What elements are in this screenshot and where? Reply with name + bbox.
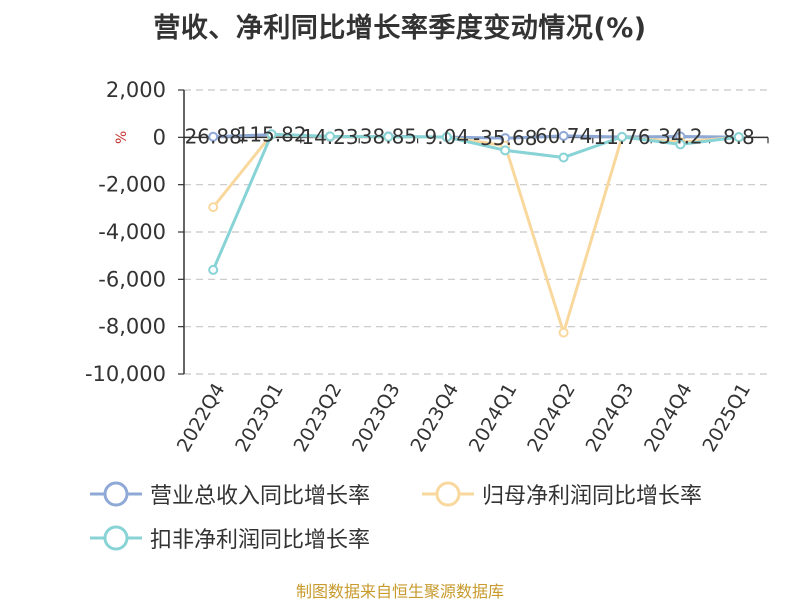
data-point <box>266 129 277 140</box>
data-point <box>383 131 394 142</box>
legend-marker-revenue <box>90 481 142 507</box>
data-label: 8.8 <box>723 125 755 149</box>
legend-item-net-profit[interactable]: 归母净利润同比增长率 <box>422 478 702 510</box>
grid-lines <box>184 89 768 375</box>
data-point <box>617 131 627 142</box>
x-tick-label: 2023Q2 <box>290 380 347 456</box>
y-tick-label: 2,000 <box>106 78 166 102</box>
y-tick-label: -8,000 <box>98 315 166 339</box>
data-label: 26.88 <box>185 125 242 149</box>
x-tick-label: 2023Q3 <box>348 380 405 456</box>
x-tick-label: 2024Q4 <box>640 380 697 456</box>
legend-circle-net-profit <box>435 481 461 507</box>
x-tick-label: 2022Q4 <box>173 380 230 456</box>
data-point <box>208 131 219 142</box>
data-label: 38.85 <box>360 124 417 148</box>
series-line-2 <box>211 132 739 271</box>
data-point <box>325 131 335 142</box>
y-tick-label: 0 <box>153 125 166 149</box>
data-label: 14.23 <box>301 125 358 149</box>
legend-item-deducted-profit[interactable]: 扣非净利润同比增长率 <box>90 522 370 554</box>
x-tick-label: 2024Q1 <box>465 380 522 456</box>
data-point <box>558 327 569 338</box>
series-layer <box>208 129 744 338</box>
x-tick-label: 2023Q4 <box>406 380 463 456</box>
series-line-1 <box>212 132 739 335</box>
data-label: 9.04 <box>425 125 470 149</box>
y-tick-label: -4,000 <box>98 220 166 244</box>
data-point <box>441 131 452 142</box>
data-point <box>500 145 511 156</box>
data-label: 34.2 <box>658 125 703 149</box>
y-unit-label: % <box>114 131 130 144</box>
data-label: 11.76 <box>593 125 650 149</box>
data-label: 115.82 <box>237 123 307 147</box>
legend-marker-net-profit <box>422 481 474 507</box>
legend-label-deducted-profit: 扣非净利润同比增长率 <box>150 528 371 553</box>
chart-title: 营收、净利同比增长率季度变动情况(%) <box>153 13 647 44</box>
y-tick-label: -10,000 <box>85 362 166 386</box>
x-tick-label: 2025Q1 <box>698 380 755 456</box>
x-tick-label: 2023Q1 <box>231 380 288 456</box>
y-tick-label: -2,000 <box>98 173 166 197</box>
legend-circle-revenue <box>103 481 129 507</box>
data-point <box>675 139 686 150</box>
data-point <box>208 264 219 275</box>
data-point <box>558 152 569 163</box>
y-tick-label: -6,000 <box>98 267 166 291</box>
legend-label-net-profit: 归母净利润同比增长率 <box>482 484 703 509</box>
data-point <box>208 202 219 213</box>
legend-item-revenue[interactable]: 营业总收入同比增长率 <box>90 478 370 510</box>
data-source: 制图数据来自恒生聚源数据库 <box>295 582 504 601</box>
data-point <box>558 130 569 141</box>
legend-circle-deducted-profit <box>103 525 129 551</box>
data-label: 60.74 <box>535 124 592 148</box>
legend-label-revenue: 营业总收入同比增长率 <box>150 484 371 509</box>
data-point <box>733 132 744 143</box>
x-tick-label: 2024Q2 <box>523 380 580 456</box>
x-tick-label: 2024Q3 <box>582 380 639 456</box>
legend-marker-deducted-profit <box>90 525 142 551</box>
data-label: -35.68 <box>473 126 537 150</box>
